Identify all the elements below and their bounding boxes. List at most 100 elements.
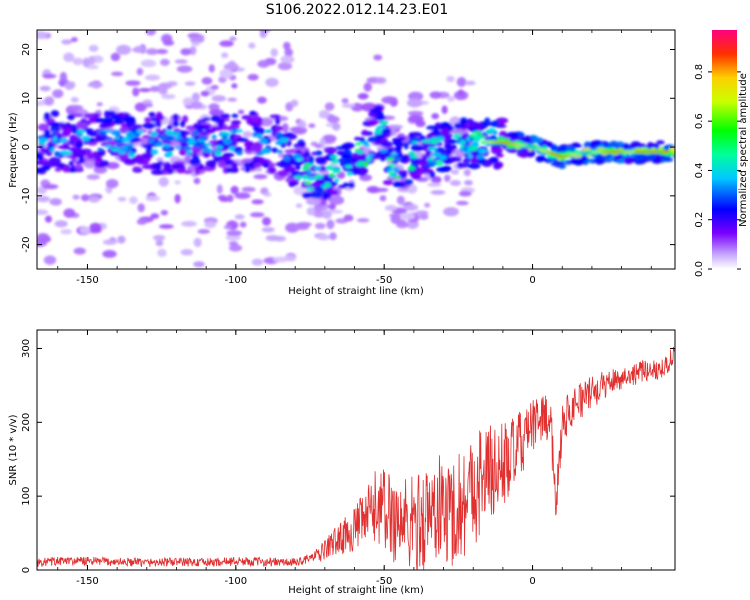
spectrogram-cell: [56, 17, 66, 27]
spectrogram-cell: [172, 120, 179, 128]
spectrogram-cell: [152, 163, 161, 169]
spectrogram-cell: [241, 186, 256, 193]
spectrogram-cell: [346, 171, 353, 176]
spectrogram-cell: [389, 152, 398, 156]
spectrogram-cell: [249, 110, 257, 116]
spectrogram-cell: [159, 134, 167, 141]
spectrogram-cell: [535, 155, 545, 163]
spectrogram-cell: [303, 163, 314, 167]
spectrogram-cell: [145, 30, 156, 36]
spectrogram-cell: [228, 244, 243, 252]
spectrogram-cell: [127, 128, 139, 133]
spectrogram-cell: [465, 80, 476, 86]
spectrogram-cell: [134, 154, 144, 161]
spectrogram-cell: [478, 135, 486, 139]
spectrogram-cell: [277, 170, 289, 177]
spectrogram-cell: [319, 198, 327, 206]
spectrogram-cell: [204, 142, 212, 147]
spectrogram-cell: [223, 139, 232, 145]
spectrogram-blobs: [37, 17, 675, 268]
colorbar-ticks: 0.0 0.2 0.4 0.6 0.8: [694, 64, 741, 277]
spectrogram-cell: [295, 222, 312, 227]
spectrogram-cell: [368, 153, 374, 158]
spectrogram-cell: [174, 180, 181, 185]
spectrogram-cell: [104, 145, 113, 149]
spectrogram-cell: [145, 48, 159, 56]
spectrogram-cell: [394, 176, 401, 179]
spectrogram-cell: [463, 169, 471, 177]
spectrogram-cell: [120, 122, 127, 128]
spectrogram-cell: [274, 117, 281, 125]
spectrogram-cell: [181, 220, 197, 227]
spectrogram-cell: [120, 145, 129, 151]
spectrogram-cell: [37, 123, 50, 131]
spectrogram-cell: [297, 141, 306, 148]
spectrogram-cell: [75, 121, 89, 130]
spectrogram-cell: [210, 84, 219, 90]
spectrogram-cell: [165, 135, 175, 142]
spectrogram-cell: [174, 193, 181, 204]
spectrogram-cell: [44, 96, 55, 106]
spectrogram-cell: [343, 214, 354, 222]
spectrogram-cell: [226, 230, 242, 236]
spectrogram-cell: [183, 18, 190, 28]
spectrogram-cell: [180, 248, 194, 256]
spectrogram-cell: [355, 142, 363, 146]
spectrogram-cell: [94, 160, 101, 166]
spectrogram-cell: [558, 163, 566, 170]
spectrogram-cell: [43, 112, 51, 121]
spectrogram-cell: [269, 114, 281, 119]
spectrogram-cell: [263, 192, 272, 197]
spectrogram-cell: [406, 98, 423, 108]
spectrogram-xtick-label: 0: [529, 275, 535, 286]
spectrogram-cell: [307, 176, 316, 181]
colorbar-label: Normalized spectral amplitude: [738, 73, 749, 227]
spectrogram-cell: [208, 64, 215, 73]
spectrogram-cell: [176, 167, 186, 174]
spectrogram-cell: [309, 182, 322, 187]
spectrogram-cell: [453, 133, 462, 140]
spectrogram-cell: [138, 87, 152, 93]
spectrogram-cell: [178, 148, 188, 156]
spectrogram-cell: [42, 184, 59, 190]
spectrogram-cell: [427, 156, 435, 162]
spectrogram-cell: [193, 237, 202, 248]
spectrogram-cell: [64, 122, 71, 128]
spectrogram-cell: [176, 138, 187, 143]
spectrogram-cell: [265, 17, 281, 24]
spectrogram-cell: [410, 144, 424, 152]
spectrogram-cell: [70, 37, 78, 43]
spectrogram-cell: [193, 261, 205, 268]
spectrogram-xlabel: Height of straight line (km): [288, 286, 424, 297]
spectrogram-cell: [411, 140, 419, 144]
spectrogram-cell: [484, 117, 491, 124]
spectrogram-cell: [329, 155, 339, 159]
spectrogram-cell: [88, 195, 100, 203]
spectrogram-cell: [267, 166, 277, 175]
spectrogram-cell: [257, 96, 267, 104]
spectrogram-cell: [409, 172, 418, 177]
spectrogram-cell: [259, 138, 268, 144]
spectrogram-cell: [276, 149, 284, 154]
spectrogram-cell: [191, 92, 201, 102]
spectrogram-cell: [110, 52, 121, 62]
spectrogram-cell: [201, 77, 213, 85]
spectrogram-cell: [88, 131, 98, 137]
spectrogram-cell: [215, 145, 224, 150]
spectrogram-cell: [59, 18, 66, 26]
spectrogram-cell: [416, 167, 426, 175]
spectrogram-cell: [162, 40, 175, 46]
spectrogram-cell: [216, 184, 223, 194]
spectrogram-cell: [490, 146, 503, 155]
spectrogram-cell: [493, 162, 502, 170]
spectrogram-cell: [123, 159, 137, 166]
spectrogram-cell: [446, 148, 453, 156]
spectrogram-cell: [315, 150, 323, 156]
spectrogram-cell: [192, 155, 200, 162]
spectrogram-cell: [115, 44, 132, 55]
spectrogram-cell: [72, 149, 86, 157]
spectrogram-cell: [184, 81, 196, 86]
spectrogram-cell: [87, 82, 104, 88]
snr-panel: -150 -100 -50 0 0 100 200 300 Height of straigh…: [8, 329, 676, 596]
spectrogram-cell: [343, 149, 352, 154]
